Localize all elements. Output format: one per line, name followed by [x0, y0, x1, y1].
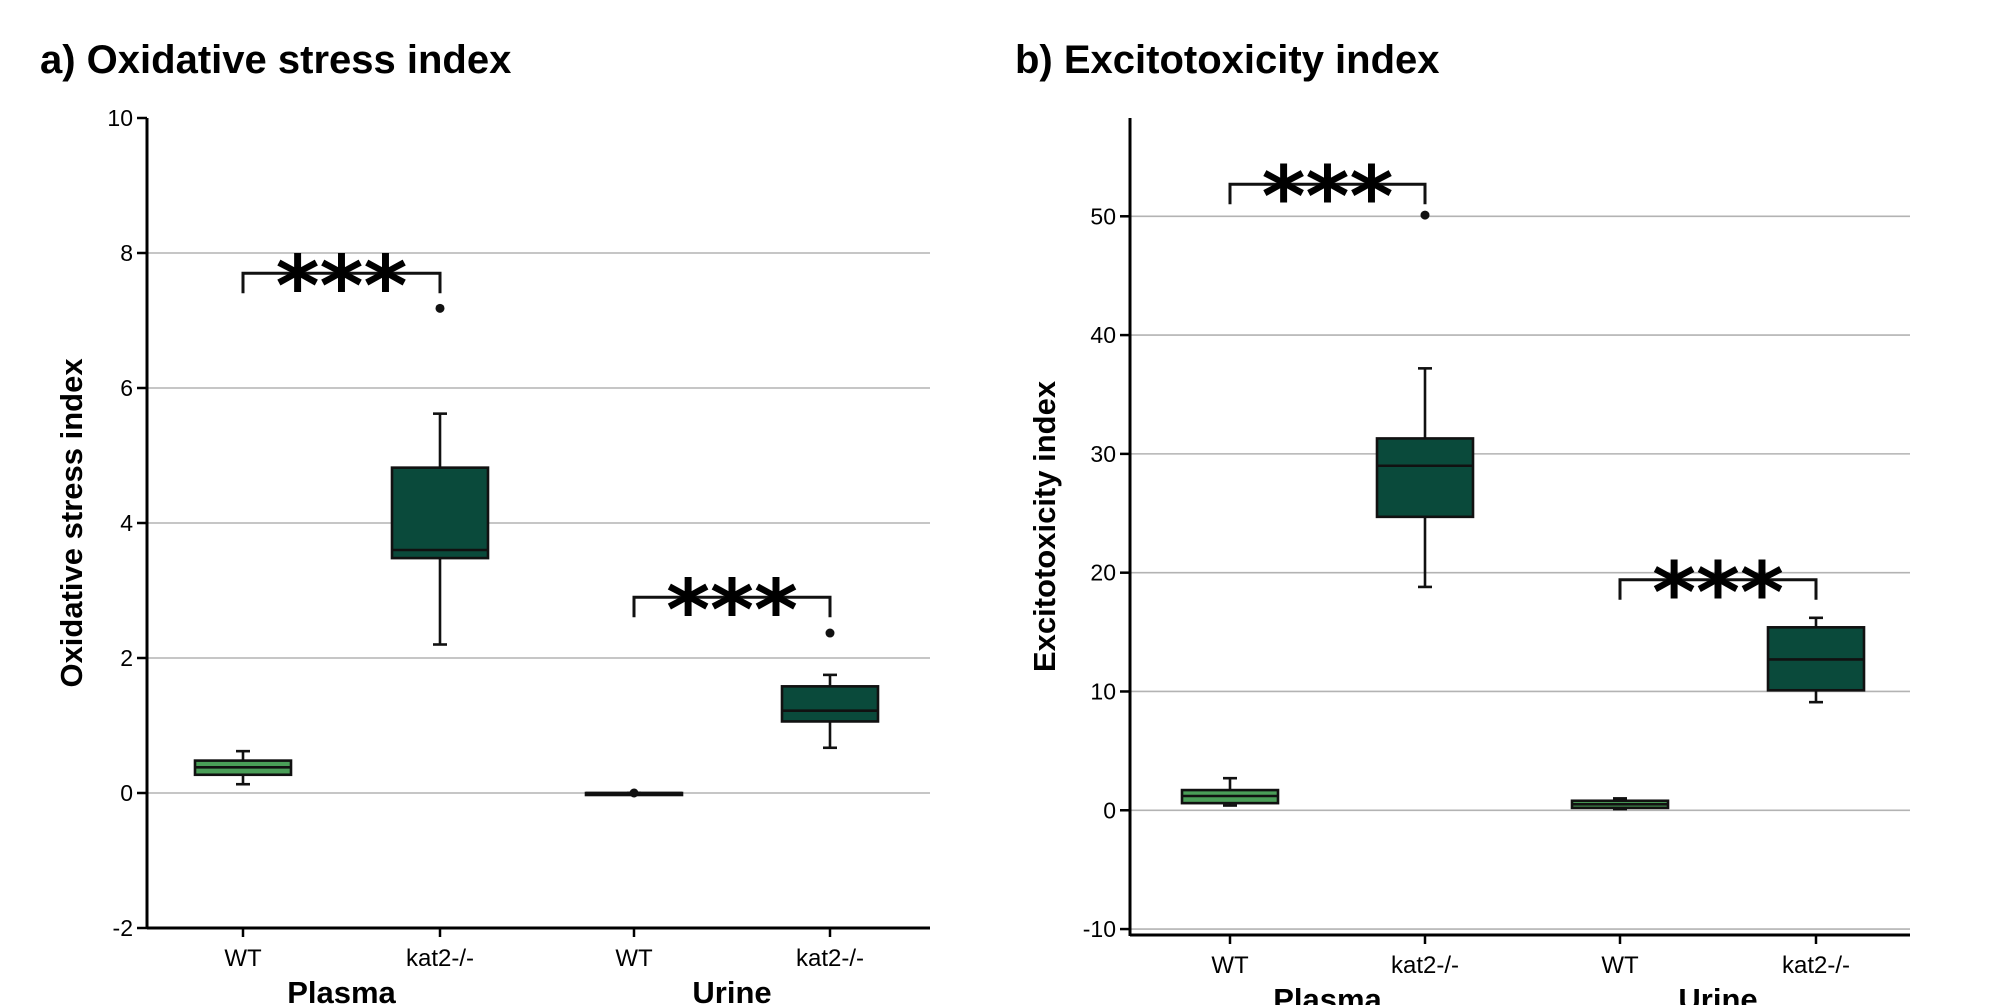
y-tick-label: 6: [120, 375, 133, 401]
y-tick-label: 2: [120, 645, 133, 671]
significance-label: ***: [1652, 544, 1784, 642]
y-tick-label: 50: [1090, 203, 1116, 229]
y-tick-label: 10: [107, 105, 133, 131]
chart-title: b) Excitotoxicity index: [1015, 38, 1440, 82]
y-tick-label: 10: [1090, 678, 1116, 704]
y-tick-label: 0: [120, 780, 133, 806]
outlier-point: [825, 628, 835, 638]
y-tick-label: -2: [113, 915, 133, 941]
x-category-label: kat2-/-: [1391, 952, 1459, 979]
x-group-label: Urine: [1678, 982, 1757, 1005]
significance-bracket: [1228, 182, 1427, 205]
panel-excitotoxicity: b) Excitotoxicity index -10 0 10 20 30 40 50 Ex…: [990, 0, 2000, 1005]
x-category-label: kat2-/-: [1782, 952, 1850, 979]
chart-title: a) Oxidative stress index: [40, 38, 512, 82]
x-category-label: kat2-/-: [406, 945, 474, 972]
y-tick-label: 20: [1090, 560, 1116, 586]
y-axis-label: Excitotoxicity index: [1027, 380, 1062, 672]
x-group-label: Plasma: [287, 975, 396, 1005]
x-group-label: Plasma: [1273, 982, 1382, 1005]
x-category-label: WT: [224, 945, 262, 972]
box-plot-excitotoxicity: -10 0 10 20 30 40 50 Excitotoxicity index WT kat2…: [1027, 118, 1910, 1005]
box: [1375, 437, 1475, 519]
panel-oxidative-stress: a) Oxidative stress index -2 0 2 4 6 8 10 Oxida…: [0, 0, 990, 1005]
y-tick-label: 40: [1090, 322, 1116, 348]
box: [390, 466, 490, 560]
significance-label: ***: [276, 237, 408, 335]
y-tick-label: 8: [120, 240, 133, 266]
outlier-point: [629, 788, 639, 798]
x-category-label: WT: [1211, 952, 1249, 979]
significance-label: ***: [666, 561, 798, 659]
y-tick-label: -10: [1083, 916, 1116, 942]
outlier-point: [435, 303, 445, 313]
y-tick-label: 30: [1090, 441, 1116, 467]
y-tick-label: 0: [1103, 797, 1116, 823]
box: [780, 685, 880, 723]
outlier-point: [1420, 210, 1430, 220]
significance-label: ***: [1262, 148, 1394, 246]
x-category-label: kat2-/-: [796, 945, 864, 972]
x-category-label: WT: [1601, 952, 1639, 979]
y-axis-label: Oxidative stress index: [54, 358, 89, 688]
box-plot-oxidative-stress: -2 0 2 4 6 8 10 Oxidative stress index WT kat2-/-…: [54, 105, 930, 1005]
x-group-label: Urine: [692, 975, 771, 1005]
x-category-label: WT: [615, 945, 653, 972]
y-tick-label: 4: [120, 510, 133, 536]
